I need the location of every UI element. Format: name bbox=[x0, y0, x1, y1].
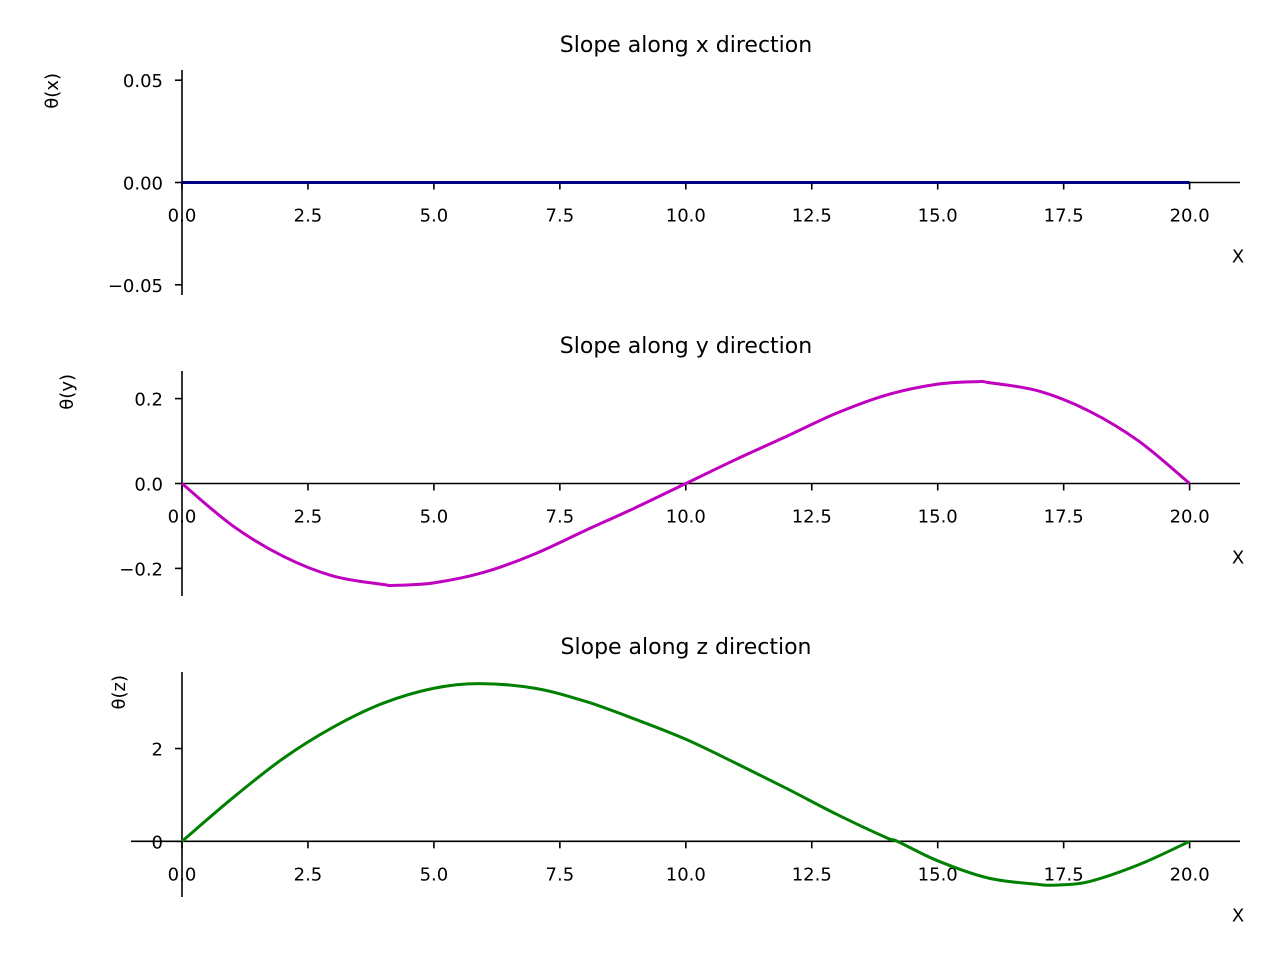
y-tick-label: 2 bbox=[152, 740, 163, 761]
x-tick-label: 0.0 bbox=[168, 864, 197, 885]
chart-title: Slope along y direction bbox=[560, 334, 812, 359]
y-tick-label: 0.05 bbox=[123, 71, 163, 92]
x-axis-label: X bbox=[1232, 905, 1244, 926]
x-tick-label: 10.0 bbox=[666, 864, 706, 885]
chart-title: Slope along x direction bbox=[560, 33, 812, 58]
x-tick-label: 17.5 bbox=[1044, 864, 1084, 885]
x-tick-label: 15.0 bbox=[918, 507, 958, 528]
x-tick-label: 15.0 bbox=[918, 864, 958, 885]
x-tick-label: 7.5 bbox=[546, 864, 575, 885]
x-tick-label: 2.5 bbox=[294, 206, 323, 227]
chart-title: Slope along z direction bbox=[561, 635, 812, 660]
x-tick-label: 7.5 bbox=[546, 507, 575, 528]
x-tick-label: 20.0 bbox=[1170, 206, 1210, 227]
x-tick-label: 20.0 bbox=[1170, 864, 1210, 885]
y-axis-label: θ(z) bbox=[109, 675, 130, 710]
y-axis-label: θ(x) bbox=[42, 73, 63, 109]
y-tick-label: 0.0 bbox=[134, 475, 163, 496]
y-tick-label: 0 bbox=[152, 832, 163, 853]
x-tick-label: 12.5 bbox=[792, 507, 832, 528]
x-tick-label: 5.0 bbox=[420, 206, 449, 227]
x-tick-label: 10.0 bbox=[666, 507, 706, 528]
x-tick-label: 15.0 bbox=[918, 206, 958, 227]
x-tick-label: 0.0 bbox=[168, 507, 197, 528]
x-tick-label: 20.0 bbox=[1170, 507, 1210, 528]
x-tick-label: 5.0 bbox=[420, 507, 449, 528]
x-tick-label: 12.5 bbox=[792, 206, 832, 227]
y-tick-label: 0.00 bbox=[123, 174, 163, 195]
x-tick-label: 5.0 bbox=[420, 864, 449, 885]
x-axis-label: X bbox=[1232, 548, 1244, 569]
x-tick-label: 10.0 bbox=[666, 206, 706, 227]
x-tick-label: 2.5 bbox=[294, 864, 323, 885]
series-line bbox=[181, 379, 1191, 588]
y-tick-label: −0.2 bbox=[119, 559, 163, 580]
x-tick-label: 0.0 bbox=[168, 206, 197, 227]
subplot-1: 0.0 2.5 5.0 7.5 10.0 12.5 15.0 17.5 20.0 −0.05 0.0… bbox=[42, 33, 1244, 297]
x-tick-label: 17.5 bbox=[1044, 507, 1084, 528]
y-tick-label: 0.2 bbox=[134, 390, 163, 411]
y-axis-label: θ(y) bbox=[57, 374, 78, 410]
y-tick-label: −0.05 bbox=[108, 276, 163, 297]
x-tick-label: 7.5 bbox=[546, 206, 575, 227]
subplot-2: 0.0 2.5 5.0 7.5 10.0 12.5 15.0 17.5 20.0 −0.2 0.0 0… bbox=[57, 334, 1244, 596]
subplot-3: 0.0 2.5 5.0 7.5 10.0 12.5 15.0 17.5 20.0 0 2 Slope … bbox=[109, 635, 1244, 926]
x-tick-label: 17.5 bbox=[1044, 206, 1084, 227]
series-line bbox=[181, 682, 1191, 887]
x-axis-label: X bbox=[1232, 247, 1244, 268]
x-tick-label: 2.5 bbox=[294, 507, 323, 528]
x-tick-label: 12.5 bbox=[792, 864, 832, 885]
